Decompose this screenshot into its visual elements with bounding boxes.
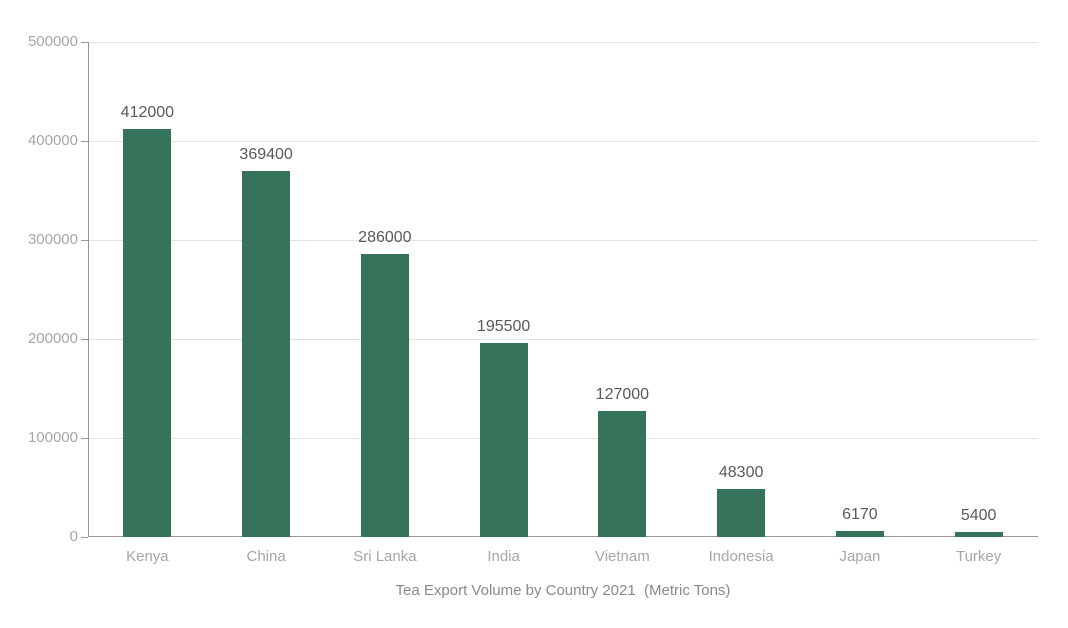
x-category-label: India [487,548,520,565]
x-axis-labels: Kenya China Sri Lanka India Vietnam Indonesia… [88,547,1038,567]
y-axis-tick [81,141,88,142]
bar-value-label: 6170 [842,505,878,523]
plot-area: 412000 369400 286000 195500 127000 48300 6170 5… [81,42,1038,538]
bar-turkey [954,531,1003,537]
bar-series: 412000 369400 286000 195500 127000 48300 6170 5… [88,42,1038,537]
y-tick-label: 400000 [27,132,78,149]
bar-slot: 286000 [326,42,445,537]
bar-slot: 412000 [88,42,207,537]
bar-slot: 5400 [919,42,1038,537]
y-tick-label: 300000 [27,231,78,248]
bar-value-label: 127000 [595,386,650,404]
y-axis-tick [81,42,88,43]
bar-japan [835,530,884,537]
y-axis-line [88,42,89,537]
x-axis-line [88,536,1038,537]
bar-value-label: 5400 [960,506,997,524]
y-tick-label: 500000 [27,33,78,50]
bar-india [479,343,528,537]
bar-slot: 48300 [682,42,801,537]
bar-value-label: 412000 [120,104,175,122]
bar-slot: 6170 [801,42,920,537]
gridline [88,438,1038,439]
gridline [88,141,1038,142]
x-category-label: Kenya [126,548,169,565]
y-tick-label: 100000 [27,429,78,446]
y-axis-labels: 500000 400000 300000 200000 100000 0 [0,33,78,545]
y-tick-label: 0 [69,528,78,545]
x-category-label: China [246,548,286,565]
bar-vietnam [598,411,647,537]
gridline [88,240,1038,241]
y-axis-tick [81,438,88,439]
bar-kenya [123,129,172,537]
x-category-label: Indonesia [708,548,774,565]
x-category-label: Japan [839,548,881,565]
bar-value-label: 286000 [358,228,412,246]
y-axis-tick [81,339,88,340]
bar-slot: 369400 [207,42,326,537]
bar-indonesia [717,489,766,537]
x-category-label: Sri Lanka [353,548,417,565]
gridline [88,339,1038,340]
y-tick-label: 200000 [27,330,78,347]
x-category-label: Vietnam [594,548,650,565]
bar-value-label: 48300 [718,464,764,482]
y-axis-tick [81,240,88,241]
bar-sri-lanka [360,253,409,537]
bar-slot: 195500 [444,42,563,537]
bar-china [242,171,291,537]
y-axis-tick [81,537,88,538]
bar-value-label: 195500 [476,318,531,336]
gridline [88,42,1038,43]
x-category-label: Turkey [955,548,1002,565]
bar-slot: 127000 [563,42,682,537]
bar-value-label: 369400 [239,146,293,164]
chart-title: Tea Export Volume by Country 2021 (Metri… [395,582,731,599]
